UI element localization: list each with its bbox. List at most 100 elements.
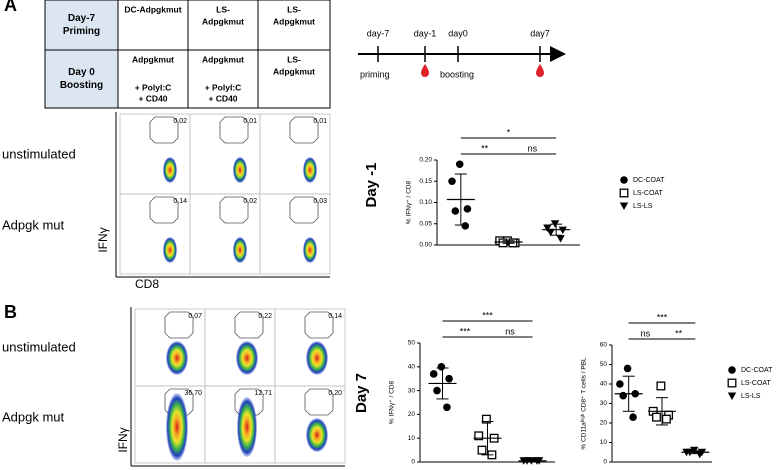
gate-percent: 0,03: [313, 198, 327, 205]
data-point: [437, 363, 446, 371]
timeline-label: boosting: [440, 69, 474, 79]
gate-percent: 0,14: [328, 313, 342, 320]
row-label: Adpgk mut: [2, 409, 65, 424]
cell-cloud: [306, 418, 328, 452]
data-point: [623, 364, 632, 373]
cell-cloud: [166, 341, 188, 375]
y-tick-label: 0: [411, 459, 415, 466]
y-tick-label: 0.20: [419, 157, 432, 164]
significance-label: ns: [528, 143, 538, 153]
gate: [289, 116, 319, 144]
y-axis-label: % CD11aʰⁱᵍʰ CD8⁺ T cells / PBL: [580, 357, 588, 450]
axis-label: IFNγ: [96, 227, 110, 252]
legend-marker: [727, 378, 737, 388]
blood-drop: [536, 64, 544, 77]
panel-label: B: [4, 302, 17, 322]
gate: [219, 116, 249, 144]
significance-label: *: [507, 127, 511, 137]
data-point: [463, 205, 472, 213]
table-text: Adpgkmut: [273, 66, 315, 76]
axis-label: IFNγ: [116, 427, 130, 452]
table-cell: [257, 49, 331, 109]
data-point: [429, 370, 438, 378]
flow-plot: [189, 193, 261, 275]
y-tick-label: 0.05: [419, 220, 432, 227]
flow-plot: [189, 113, 261, 195]
legend-marker: [728, 366, 736, 374]
table-text: + CD40: [208, 93, 237, 103]
significance-label: ns: [641, 328, 651, 338]
gate-percent: 36,70: [184, 390, 202, 397]
y-tick-label: 0.10: [419, 199, 432, 206]
data-point: [558, 226, 567, 235]
table-cell: [187, 0, 259, 51]
timeline-label: priming: [360, 69, 390, 79]
day-label: Day 7: [353, 373, 370, 413]
data-point: [616, 380, 624, 388]
timeline-label: day-7: [367, 28, 390, 38]
y-tick-label: 0: [603, 459, 607, 466]
table-text: Adpgkmut: [202, 54, 244, 64]
significance-label: ***: [460, 326, 471, 336]
legend-label: LS-COAT: [633, 190, 664, 197]
data-point: [433, 386, 441, 395]
gate: [219, 196, 249, 224]
legend-label: DC-COAT: [633, 177, 665, 184]
table-text: Day 0: [68, 67, 95, 78]
legend-marker: [727, 392, 737, 400]
data-point: [451, 207, 460, 215]
cell-cloud: [303, 157, 317, 183]
gate: [234, 311, 264, 339]
cell-cloud: [233, 237, 247, 263]
table-text: Priming: [63, 26, 100, 37]
y-tick-label: 0.15: [419, 178, 432, 185]
significance-label: ***: [482, 310, 493, 320]
table-text: + PolyI:C: [135, 82, 172, 92]
gate: [234, 388, 264, 416]
y-tick-label: 40: [408, 364, 416, 371]
day-label: Day -1: [363, 162, 380, 207]
gate-percent: 12,71: [254, 390, 272, 397]
gate-percent: 0,20: [328, 390, 342, 397]
data-point: [481, 414, 491, 424]
timeline-label: day7: [530, 28, 550, 38]
y-tick-label: 30: [600, 400, 608, 407]
gate: [149, 116, 179, 144]
table-text: DC-Adpgkmut: [124, 4, 181, 14]
table-cell: [44, 0, 119, 51]
legend-marker: [619, 202, 629, 210]
y-tick-label: 0.00: [419, 242, 432, 249]
y-tick-label: 20: [600, 420, 608, 427]
table-text: Day-7: [68, 13, 96, 24]
row-label: unstimulated: [2, 339, 76, 354]
gate: [289, 196, 319, 224]
data-point: [477, 445, 487, 455]
legend-label: DC-COAT: [741, 367, 773, 374]
legend-label: LS-LS: [633, 203, 653, 210]
table-text: Adpgkmut: [202, 16, 244, 26]
timeline-label: day-1: [414, 28, 437, 38]
cell-cloud: [163, 157, 177, 183]
cell-cloud: [306, 341, 328, 375]
data-point: [448, 177, 456, 186]
table-text: LS-: [287, 54, 301, 64]
flow-plot: [119, 113, 191, 195]
flow-plot: [259, 113, 331, 195]
gate-percent: 0,01: [243, 118, 257, 125]
gate: [164, 311, 194, 339]
significance-label: **: [675, 328, 683, 338]
table-text: Adpgkmut: [132, 54, 174, 64]
blood-drop: [421, 64, 429, 77]
y-tick-label: 10: [600, 439, 608, 446]
legend-marker: [619, 188, 629, 198]
legend-label: LS-COAT: [741, 380, 772, 387]
axis-label: CD8: [135, 277, 159, 291]
y-tick-label: 30: [408, 387, 416, 394]
y-tick-label: 60: [600, 342, 608, 349]
cell-cloud: [236, 341, 258, 375]
significance-label: ns: [505, 326, 515, 336]
table-cell: [187, 49, 259, 109]
row-label: unstimulated: [2, 146, 76, 161]
table-text: + CD40: [138, 93, 167, 103]
